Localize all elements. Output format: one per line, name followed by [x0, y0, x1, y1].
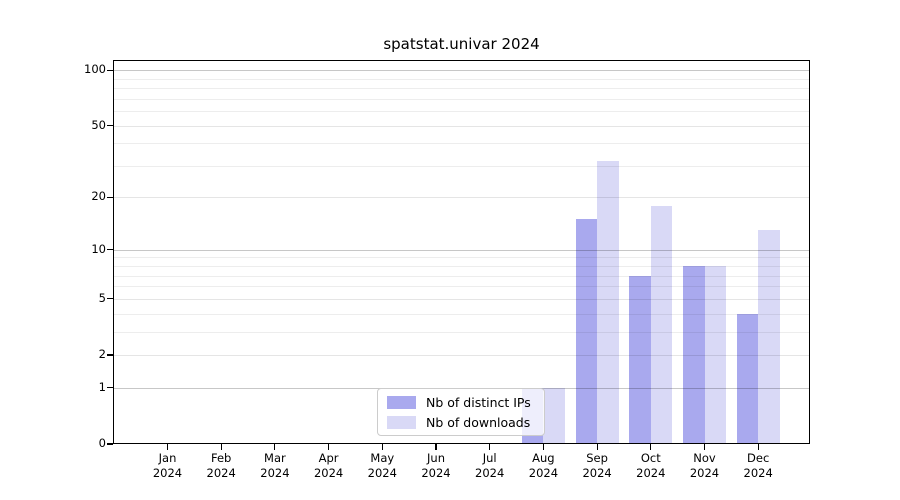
x-axis-tick-label-year: 2024: [206, 466, 236, 480]
y-axis-tick-label: 0: [98, 436, 106, 450]
minor-gridline: [113, 313, 810, 315]
major-gridline: [113, 197, 810, 199]
x-axis-tick-label-year: 2024: [528, 466, 559, 480]
x-axis-tick-label-year: 2024: [152, 466, 183, 480]
minor-gridline: [113, 331, 810, 333]
legend-label: Nb of downloads: [426, 414, 531, 430]
x-axis-tick-label: Dec 2024: [726, 451, 790, 481]
x-tick-mark: [703, 444, 706, 450]
chart-title: spatstat.univar 2024: [383, 35, 540, 53]
x-axis-tick-label: Mar 2024: [243, 451, 307, 481]
x-axis-tick-label: Aug 2024: [511, 451, 575, 481]
x-axis-tick-label: Nov 2024: [673, 451, 737, 481]
x-axis-tick-label: Apr 2024: [297, 451, 361, 481]
x-axis-tick-label: Jun 2024: [404, 451, 468, 481]
y-axis-tick-label: 50: [91, 117, 106, 132]
y-axis-tick-label: 2: [98, 347, 106, 361]
minor-gridline: [113, 98, 810, 100]
x-tick-mark: [542, 444, 544, 450]
y-tick-mark: [107, 298, 113, 300]
x-tick-mark: [328, 444, 330, 450]
x-tick-mark: [381, 444, 383, 450]
x-tick-mark: [489, 444, 491, 450]
major-gridline: [113, 298, 810, 300]
x-tick-mark: [166, 444, 169, 450]
legend-label: Nb of distinct IPs: [426, 394, 531, 410]
minor-gridline: [113, 257, 810, 259]
distinct-ips-swatch-icon: [387, 395, 416, 409]
x-axis-tick-label-year: 2024: [475, 466, 505, 480]
downloads-bar: [704, 266, 726, 444]
y-axis-tick-label: 1: [98, 379, 106, 394]
minor-gridline: [113, 165, 810, 167]
x-axis-tick-label: May 2024: [350, 451, 414, 481]
legend-item: Nb of downloads: [387, 415, 536, 430]
x-axis-tick-label: Jan 2024: [136, 451, 200, 481]
x-axis-tick-label: Oct 2024: [619, 451, 683, 481]
y-tick-mark: [107, 354, 113, 356]
distinct-ips-bar: [629, 275, 651, 444]
legend: Nb of distinct IPs Nb of downloads: [377, 388, 545, 436]
minor-gridline: [113, 266, 810, 268]
x-axis-tick-label-year: 2024: [636, 466, 666, 480]
y-tick-mark: [107, 124, 113, 127]
y-axis-tick-label: 100: [84, 62, 106, 77]
x-tick-mark: [596, 444, 598, 450]
y-tick-mark: [107, 387, 113, 389]
y-axis-tick-label: 5: [98, 290, 106, 305]
major-gridline: [113, 249, 810, 251]
plot-area: [113, 60, 810, 444]
x-axis-tick-label-year: 2024: [421, 466, 451, 480]
downloads-swatch-icon: [387, 415, 416, 429]
y-axis-tick-label: 20: [91, 189, 106, 204]
x-axis-tick-label: Feb 2024: [189, 451, 253, 481]
x-tick-mark: [435, 444, 437, 450]
y-tick-mark: [107, 196, 113, 198]
x-axis-tick-label-year: 2024: [582, 466, 612, 480]
x-tick-mark: [757, 444, 759, 450]
minor-gridline: [113, 78, 810, 80]
downloads-bar: [597, 160, 619, 444]
y-tick-mark: [107, 443, 113, 445]
downloads-bar: [758, 230, 780, 444]
x-tick-mark: [220, 444, 222, 450]
distinct-ips-bar: [575, 219, 598, 444]
x-axis-tick-label-year: 2024: [743, 466, 773, 480]
legend-item: Nb of distinct IPs: [387, 395, 536, 410]
y-tick-mark: [107, 249, 113, 251]
minor-gridline: [113, 286, 810, 288]
major-gridline: [113, 70, 810, 72]
distinct-ips-bar: [736, 313, 759, 444]
x-axis-tick-label-year: 2024: [367, 466, 397, 480]
x-axis-tick-label: Sep 2024: [565, 451, 629, 481]
y-tick-mark: [107, 69, 113, 71]
major-gridline: [113, 355, 810, 356]
distinct-ips-bar: [683, 266, 705, 444]
minor-gridline: [113, 143, 810, 145]
x-axis-tick-label: Jul 2024: [458, 451, 522, 481]
major-gridline: [113, 125, 810, 127]
x-tick-mark: [650, 444, 652, 450]
x-axis-tick-label-year: 2024: [689, 466, 720, 480]
y-axis-tick-label: 10: [91, 241, 106, 256]
downloads-bar: [543, 387, 565, 444]
x-tick-mark: [274, 444, 276, 450]
x-axis-tick-label-year: 2024: [260, 466, 290, 480]
x-axis-tick-label-year: 2024: [313, 466, 344, 480]
minor-gridline: [113, 111, 810, 113]
minor-gridline: [113, 275, 810, 277]
downloads-bar: [650, 205, 673, 444]
minor-gridline: [113, 88, 810, 90]
